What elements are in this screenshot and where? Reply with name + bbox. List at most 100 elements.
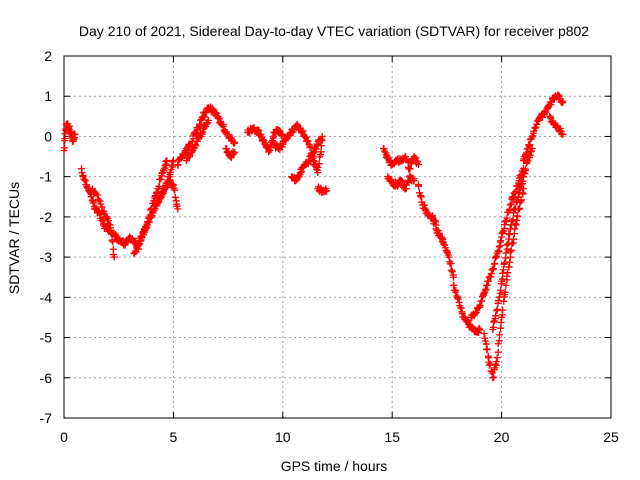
data-point-interp <box>494 348 502 356</box>
data-point-interp <box>492 253 500 261</box>
data-point-interp <box>525 142 533 150</box>
gridlines <box>64 56 611 418</box>
x-tick-label: 15 <box>384 429 400 445</box>
data-point-interp <box>166 177 174 185</box>
data-point-interp <box>505 230 513 238</box>
data-segment <box>379 145 422 173</box>
data-segment <box>88 185 118 261</box>
data-point-interp <box>299 127 307 135</box>
data-point-interp <box>135 241 143 249</box>
x-tick-label: 10 <box>275 429 291 445</box>
data-point <box>231 149 239 157</box>
data-point-interp <box>321 188 329 196</box>
data-point-interp <box>193 137 201 145</box>
x-axis-label: GPS time / hours <box>281 458 388 474</box>
data-point-interp <box>293 121 301 129</box>
data-point-interp <box>393 182 401 190</box>
data-point-interp <box>80 175 88 183</box>
data-segment <box>222 145 239 162</box>
data-point <box>506 201 514 209</box>
data-point <box>410 177 418 185</box>
data-point-interp <box>436 229 444 237</box>
data-point-interp <box>447 266 455 274</box>
data-point-interp <box>522 165 530 173</box>
data-point-interp <box>497 237 505 245</box>
data-point-interp <box>230 150 238 158</box>
data-point-interp <box>499 275 507 283</box>
data-point-interp <box>501 218 509 226</box>
y-tick-label: -1 <box>40 169 53 185</box>
data-point <box>301 132 309 140</box>
data-segment <box>449 281 484 336</box>
data-point <box>559 98 567 106</box>
data-point-interp <box>93 191 101 199</box>
data-point-interp <box>60 144 68 152</box>
data-segment <box>270 120 326 177</box>
data-point <box>110 253 118 261</box>
data-segment <box>244 124 287 156</box>
data-point-interp <box>547 98 555 106</box>
data-point-interp <box>415 182 423 190</box>
y-tick-label: 1 <box>44 88 52 104</box>
data-point <box>67 128 75 136</box>
data-point-interp <box>478 297 486 305</box>
data-point-interp <box>497 286 505 294</box>
data-point-interp <box>492 312 500 320</box>
data-segment <box>432 225 457 281</box>
data-point-interp <box>452 286 460 294</box>
data-series <box>60 91 567 382</box>
data-segment <box>130 157 177 258</box>
data-point <box>506 225 514 233</box>
data-point-interp <box>513 198 521 206</box>
data-point-interp <box>495 293 503 301</box>
data-point-interp <box>61 130 69 138</box>
data-point-interp <box>501 288 509 296</box>
data-point-interp <box>487 273 495 281</box>
data-point-interp <box>171 193 179 201</box>
data-point-interp <box>440 240 448 248</box>
data-point-interp <box>312 145 320 153</box>
data-point-interp <box>87 193 95 201</box>
data-point-interp <box>506 258 514 266</box>
y-tick-label: -3 <box>40 249 53 265</box>
data-point-interp <box>499 266 507 274</box>
data-point-interp <box>98 216 106 224</box>
data-point <box>323 187 331 195</box>
data-point-interp <box>219 122 227 130</box>
data-point-interp <box>494 340 502 348</box>
data-point-interp <box>317 148 325 156</box>
x-tick-label: 20 <box>494 429 510 445</box>
y-tick-label: 2 <box>44 48 52 64</box>
data-point <box>231 138 239 146</box>
data-point-interp <box>97 200 105 208</box>
data-point-interp <box>507 248 515 256</box>
data-point-interp <box>155 183 163 191</box>
x-tick-label: 25 <box>603 429 619 445</box>
data-point-interp <box>507 246 515 254</box>
data-segment <box>174 108 208 169</box>
data-point-interp <box>476 302 484 310</box>
data-point <box>502 281 510 289</box>
chart-title: Day 210 of 2021, Sidereal Day-to-day VTE… <box>79 23 589 39</box>
y-tick-label: -7 <box>40 410 53 426</box>
data-point-interp <box>98 203 106 211</box>
data-point-interp <box>256 132 264 140</box>
data-point <box>519 185 527 193</box>
data-point-interp <box>472 308 480 316</box>
data-point-interp <box>171 186 179 194</box>
data-segment <box>519 91 567 165</box>
data-point-interp <box>492 358 500 366</box>
data-point <box>204 116 212 124</box>
data-point-interp <box>501 259 509 267</box>
y-axis-label: SDTVAR / TECUs <box>6 182 22 294</box>
data-point-interp <box>530 129 538 137</box>
data-segment <box>288 132 326 185</box>
data-point-interp <box>314 163 322 171</box>
data-point-interp <box>519 177 527 185</box>
data-segment <box>200 103 239 147</box>
data-point <box>480 330 488 338</box>
data-point-interp <box>499 228 507 236</box>
x-tick-label: 0 <box>60 429 68 445</box>
data-point-interp <box>511 205 519 213</box>
data-point-interp <box>504 240 512 248</box>
